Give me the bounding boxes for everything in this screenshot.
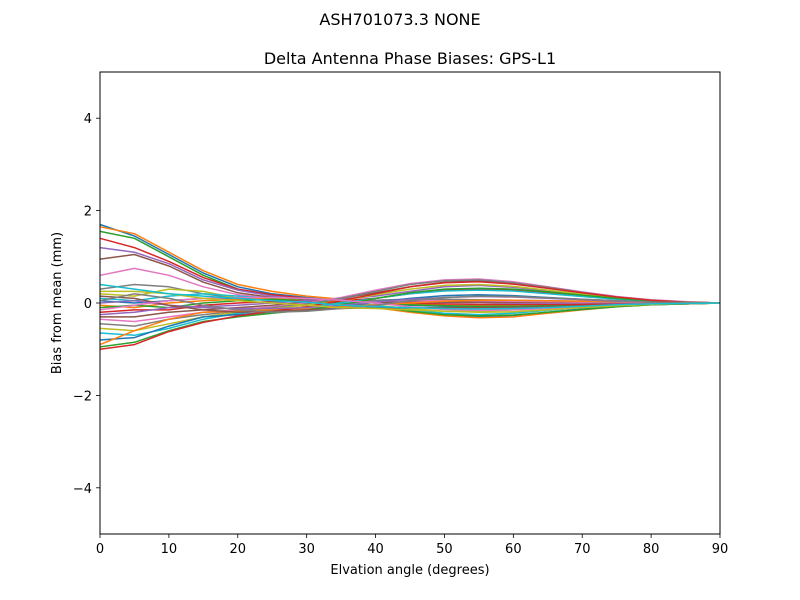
y-tick-label: 2 bbox=[84, 205, 92, 220]
series-line-30 bbox=[99, 283, 721, 310]
y-axis-label: Bias from mean (mm) bbox=[50, 232, 65, 374]
x-axis: 0 10 20 30 40 50 60 70 80 90 bbox=[96, 534, 728, 557]
x-tick-label: 70 bbox=[574, 542, 591, 557]
series-line-23 bbox=[99, 287, 721, 348]
x-tick-label: 30 bbox=[298, 542, 315, 557]
x-axis-label: Elvation angle (degrees) bbox=[330, 563, 489, 578]
y-tick-label: −2 bbox=[73, 389, 92, 404]
series-line-13 bbox=[99, 298, 721, 317]
antenna-name: ASH701073.3 bbox=[319, 10, 429, 29]
figure-suptitle: ASH701073.3 NONE bbox=[0, 10, 800, 29]
series-line-20 bbox=[99, 289, 721, 337]
plot-frame bbox=[99, 71, 721, 535]
x-tick-label: 40 bbox=[367, 542, 384, 557]
y-tick-label: −4 bbox=[73, 482, 92, 497]
radome-name: NONE bbox=[433, 10, 481, 29]
series-line-29 bbox=[100, 290, 721, 313]
x-tick-label: 50 bbox=[436, 542, 453, 557]
series-line-28 bbox=[99, 293, 721, 313]
y-tick-label: 0 bbox=[84, 297, 92, 312]
x-tick-label: 60 bbox=[505, 542, 522, 557]
series-line-24 bbox=[99, 280, 721, 350]
x-tick-label: 10 bbox=[161, 542, 178, 557]
y-axis: −4 −2 0 2 4 bbox=[73, 112, 100, 497]
y-tick-label: 4 bbox=[84, 112, 92, 127]
x-tick-label: 0 bbox=[96, 542, 104, 557]
plot-series bbox=[99, 223, 721, 350]
x-tick-label: 20 bbox=[230, 542, 247, 557]
x-tick-label: 80 bbox=[643, 542, 660, 557]
x-tick-label: 90 bbox=[712, 542, 729, 557]
chart-title: Delta Antenna Phase Biases: GPS-L1 bbox=[264, 49, 556, 68]
